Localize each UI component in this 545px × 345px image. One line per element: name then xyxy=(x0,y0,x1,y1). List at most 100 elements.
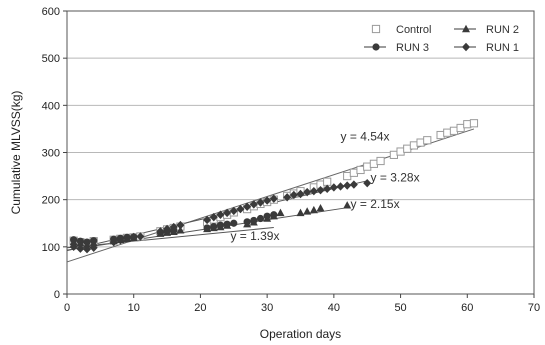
point-run-2-22 xyxy=(296,208,305,217)
x-tick-label-30: 30 xyxy=(261,302,273,314)
point-run-2-24 xyxy=(309,205,318,214)
point-control-46 xyxy=(463,120,472,129)
point-control-43 xyxy=(443,128,452,137)
point-control-31 xyxy=(349,168,358,177)
point-run-3-4 xyxy=(90,237,98,245)
legend-item-run-3: RUN 3 xyxy=(364,42,429,54)
point-run-1-36 xyxy=(363,178,372,188)
point-run-1-14 xyxy=(203,215,212,225)
point-run-1-22 xyxy=(256,198,265,207)
point-run-2-12 xyxy=(176,226,185,234)
trendline-equation-2: y = 3.28x xyxy=(371,171,420,185)
point-run-3-3 xyxy=(83,238,91,246)
point-run-1-12 xyxy=(169,222,178,232)
point-run-3-18 xyxy=(250,216,258,225)
point-run-1-1 xyxy=(69,242,78,252)
point-run-1-9 xyxy=(136,232,145,241)
point-run-1-17 xyxy=(223,208,232,218)
point-run-3-16 xyxy=(230,219,238,227)
y-tick-label-500: 500 xyxy=(42,53,60,65)
point-control-33 xyxy=(363,162,372,171)
series-run-1 xyxy=(69,178,372,254)
point-run-3-19 xyxy=(256,214,265,223)
point-run-2-25 xyxy=(316,203,325,212)
point-run-3-20 xyxy=(263,212,271,220)
x-tick-label-20: 20 xyxy=(194,302,206,314)
point-run-1-18 xyxy=(229,206,238,216)
point-run-1-10 xyxy=(156,227,165,236)
trendline-equation-4: y = 1.39x xyxy=(230,229,279,243)
point-run-1-6 xyxy=(116,236,125,245)
point-run-1-2 xyxy=(76,244,85,253)
point-run-1-13 xyxy=(176,220,185,230)
point-run-1-34 xyxy=(343,181,352,190)
point-run-1-8 xyxy=(129,232,138,242)
point-run-1-16 xyxy=(216,210,225,219)
point-run-2-21 xyxy=(276,208,285,217)
y-tick-label-600: 600 xyxy=(42,6,60,18)
legend-label-run-1: RUN 1 xyxy=(486,42,519,54)
y-tick-label-100: 100 xyxy=(42,242,60,254)
point-run-2-23 xyxy=(303,207,312,215)
x-tick-label-70: 70 xyxy=(528,302,540,314)
point-control-36 xyxy=(389,150,398,159)
legend-item-control: Control xyxy=(371,24,431,36)
point-control-32 xyxy=(356,165,365,175)
point-run-1-35 xyxy=(349,180,358,189)
trendline-equation-3: y = 2.15x xyxy=(351,197,400,211)
point-run-1-5 xyxy=(109,237,118,247)
point-run-3-17 xyxy=(243,218,251,226)
point-control-37 xyxy=(396,147,405,156)
point-run-3-14 xyxy=(216,221,225,229)
point-run-1-29 xyxy=(309,186,318,196)
point-run-1-19 xyxy=(236,204,245,214)
x-axis-label: Operation days xyxy=(260,327,341,341)
y-tick-label-400: 400 xyxy=(42,100,60,112)
legend-marker-control xyxy=(371,24,381,34)
legend-item-run-2: RUN 2 xyxy=(454,24,519,36)
x-tick-label-50: 50 xyxy=(394,302,406,314)
series-layer xyxy=(69,119,479,254)
point-run-1-11 xyxy=(163,224,172,234)
tick-labels: 0 10 20 30 40 50 60 70 0 100 200 300 400 500 600 xyxy=(42,6,540,314)
x-tick-label-10: 10 xyxy=(128,302,140,314)
point-control-45 xyxy=(456,123,465,133)
point-run-3-13 xyxy=(210,222,218,231)
point-run-3-1 xyxy=(70,236,78,244)
point-run-3-2 xyxy=(76,237,84,245)
legend-marker-run-1 xyxy=(462,42,470,52)
legend-item-run-1: RUN 1 xyxy=(454,42,519,54)
point-control-38 xyxy=(403,144,412,153)
point-run-1-31 xyxy=(323,184,332,194)
point-control-42 xyxy=(436,130,445,140)
point-run-1-7 xyxy=(123,234,132,243)
point-run-1-21 xyxy=(249,200,258,209)
legend-label-control: Control xyxy=(396,24,431,36)
point-control-40 xyxy=(416,138,425,147)
x-tick-label-60: 60 xyxy=(461,302,473,314)
point-run-1-30 xyxy=(316,186,325,195)
point-run-1-28 xyxy=(303,187,312,197)
point-run-3-15 xyxy=(223,220,231,228)
point-control-41 xyxy=(423,136,432,145)
point-control-35 xyxy=(376,156,385,166)
point-run-1-24 xyxy=(269,194,278,203)
point-run-1-25 xyxy=(283,193,292,202)
point-run-1-26 xyxy=(289,190,298,200)
point-run-1-32 xyxy=(329,183,338,192)
legend: Control RUN 2 RUN 3 RUN 1 xyxy=(364,24,519,54)
point-control-47 xyxy=(469,119,479,128)
y-tick-label-200: 200 xyxy=(42,195,60,207)
y-tick-label-300: 300 xyxy=(42,148,60,160)
point-control-44 xyxy=(449,126,459,135)
point-run-1-3 xyxy=(83,244,92,254)
trendline-4 xyxy=(66,226,274,249)
y-tick-label-0: 0 xyxy=(54,289,60,301)
x-tick-label-40: 40 xyxy=(328,302,340,314)
trendline-annotations: y = 4.54x y = 3.28x y = 2.15x y = 1.39x xyxy=(230,130,419,244)
legend-marker-run-2 xyxy=(462,24,470,33)
legend-marker-run-3 xyxy=(372,43,380,51)
point-control-29 xyxy=(323,177,332,186)
point-run-3-21 xyxy=(270,211,278,219)
